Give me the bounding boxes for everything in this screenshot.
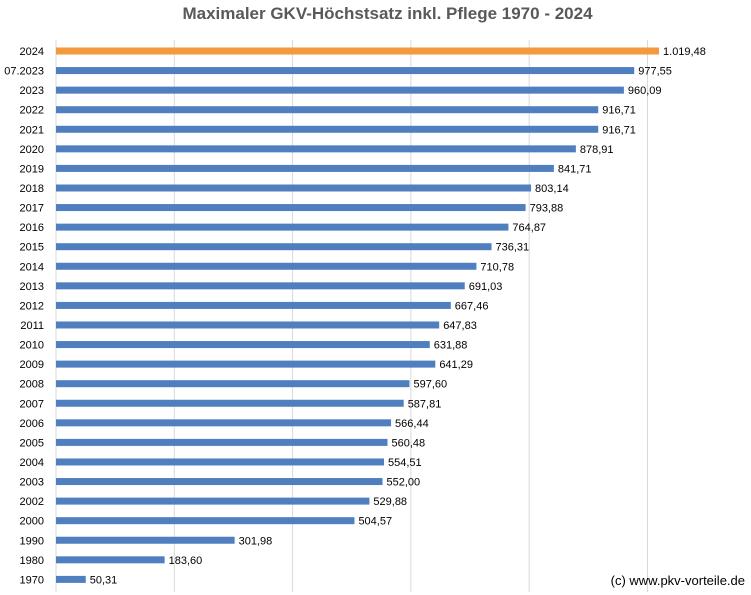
data-label: 504,57 <box>358 516 392 528</box>
data-label: 554,51 <box>388 457 422 469</box>
data-label: 566,44 <box>395 418 429 430</box>
bar <box>56 243 492 251</box>
category-tick-label: 2023 <box>20 85 44 97</box>
category-tick-label: 2021 <box>20 124 44 136</box>
data-label: 916,71 <box>602 105 636 117</box>
data-label: 736,31 <box>496 242 530 254</box>
category-tick-label: 2010 <box>20 340 44 352</box>
bar <box>56 164 554 172</box>
bar <box>56 497 370 505</box>
bar <box>56 262 477 270</box>
bar <box>56 282 465 290</box>
category-tick-label: 2011 <box>20 320 44 332</box>
data-label: 641,29 <box>439 359 473 371</box>
bar <box>56 419 392 427</box>
labels: 2024 1.019,48 07.2023 977,55 2023 960,09 2022 9… <box>4 46 706 586</box>
data-label: 647,83 <box>443 320 477 332</box>
bar <box>56 517 355 525</box>
bar <box>56 380 410 388</box>
bar <box>56 360 436 368</box>
data-label: 764,87 <box>512 222 546 234</box>
category-tick-label: 2012 <box>20 300 44 312</box>
category-tick-label: 2014 <box>20 261 44 273</box>
bar <box>56 125 599 133</box>
category-tick-label: 2008 <box>20 379 44 391</box>
category-tick-label: 2006 <box>20 418 44 430</box>
category-tick-label: 1980 <box>20 555 44 567</box>
category-tick-label: 2015 <box>20 242 44 254</box>
data-label: 552,00 <box>387 477 421 489</box>
bar <box>56 204 526 212</box>
source-credit: (c) www.pkv-vorteile.de <box>610 573 745 588</box>
data-label: 841,71 <box>558 163 592 175</box>
bar <box>56 536 235 544</box>
data-label: 529,88 <box>373 496 407 508</box>
data-label: 878,91 <box>580 144 614 156</box>
category-tick-label: 2005 <box>20 437 44 449</box>
bars <box>56 47 660 583</box>
bar <box>56 67 635 75</box>
category-tick-label: 2024 <box>20 46 44 58</box>
category-tick-label: 2000 <box>20 516 44 528</box>
bar <box>56 145 576 153</box>
data-label: 183,60 <box>169 555 203 567</box>
bar <box>56 321 440 329</box>
bar <box>56 438 388 446</box>
data-label: 667,46 <box>455 300 489 312</box>
bar <box>56 106 599 114</box>
bar <box>56 341 430 349</box>
bar <box>56 478 383 486</box>
data-label: 960,09 <box>628 85 662 97</box>
bar <box>56 86 624 94</box>
category-tick-label: 2018 <box>20 183 44 195</box>
category-tick-label: 1990 <box>20 535 44 547</box>
bar <box>56 47 660 55</box>
category-tick-label: 1970 <box>20 574 44 586</box>
bar <box>56 399 404 407</box>
bar <box>56 458 384 466</box>
data-label: 50,31 <box>90 574 118 586</box>
category-tick-label: 2022 <box>20 105 44 117</box>
data-label: 710,78 <box>480 261 514 273</box>
bar <box>56 575 86 583</box>
data-label: 977,55 <box>638 66 672 78</box>
bar <box>56 301 451 309</box>
data-label: 793,88 <box>530 203 564 215</box>
data-label: 691,03 <box>469 281 503 293</box>
data-label: 560,48 <box>392 437 426 449</box>
bar <box>56 184 532 192</box>
category-tick-label: 07.2023 <box>4 66 44 78</box>
category-tick-label: 2020 <box>20 144 44 156</box>
category-tick-label: 2002 <box>20 496 44 508</box>
category-tick-label: 2013 <box>20 281 44 293</box>
category-tick-label: 2019 <box>20 163 44 175</box>
category-tick-label: 2007 <box>20 398 44 410</box>
data-label: 301,98 <box>239 535 273 547</box>
data-label: 803,14 <box>535 183 569 195</box>
category-tick-label: 2009 <box>20 359 44 371</box>
bar <box>56 556 165 564</box>
data-label: 1.019,48 <box>663 46 706 58</box>
category-tick-label: 2017 <box>20 203 44 215</box>
bar <box>56 223 509 231</box>
category-tick-label: 2004 <box>20 457 44 469</box>
category-tick-label: 2003 <box>20 477 44 489</box>
category-tick-label: 2016 <box>20 222 44 234</box>
chart-title: Maximaler GKV-Höchstsatz inkl. Pflege 19… <box>182 4 593 23</box>
data-label: 587,81 <box>408 398 442 410</box>
data-label: 916,71 <box>602 124 636 136</box>
gridlines <box>55 40 648 592</box>
data-label: 631,88 <box>434 340 468 352</box>
data-label: 597,60 <box>413 379 447 391</box>
